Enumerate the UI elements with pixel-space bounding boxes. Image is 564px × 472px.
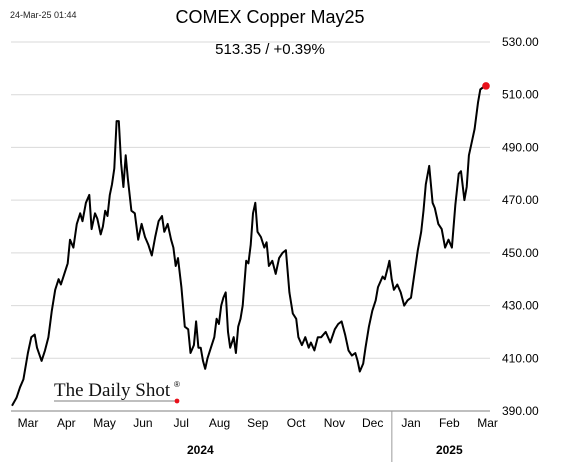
price-change-subtitle: 513.35 / +0.39% [215,41,325,58]
watermark-dot [174,398,180,404]
x-month-label: Nov [324,416,345,430]
x-month-label: Mar [477,416,498,430]
price-series-line [11,84,487,407]
y-tick-label: 450.00 [502,246,539,260]
timestamp: 24-Mar-25 01:44 [10,10,77,20]
x-month-label: Oct [287,416,306,430]
x-month-label: Dec [362,416,383,430]
y-axis-ticks: 390.00 410.00 430.00 450.00 470.00 490.00 510.… [502,35,539,418]
x-month-label: Jun [133,416,152,430]
x-month-label: Sep [247,416,269,430]
x-year-label: 2025 [436,443,463,457]
y-tick-label: 510.00 [502,88,539,102]
y-tick-label: 530.00 [502,35,539,49]
x-month-label: Feb [439,416,460,430]
x-month-label: Jan [401,416,420,430]
daily-shot-watermark: The Daily Shot ® [54,380,180,404]
x-month-label: Jul [174,416,189,430]
x-month-label: Apr [57,416,76,430]
x-month-label: Aug [209,416,230,430]
registered-mark: ® [174,380,180,389]
y-tick-label: 490.00 [502,140,539,154]
last-price-marker [482,82,490,90]
x-month-label: May [93,416,116,430]
y-tick-label: 410.00 [502,351,539,365]
gridlines [11,41,490,412]
watermark-text: The Daily Shot [54,380,171,401]
chart-title: COMEX Copper May25 [175,7,365,27]
x-axis: Mar Apr May Jun Jul Aug Sep Oct Nov Dec Jan Feb Mar 2… [11,410,498,462]
y-tick-label: 430.00 [502,299,539,313]
y-tick-label: 390.00 [502,404,539,418]
x-month-label: Mar [18,416,39,430]
x-year-label: 2024 [187,443,214,457]
y-tick-label: 470.00 [502,193,539,207]
